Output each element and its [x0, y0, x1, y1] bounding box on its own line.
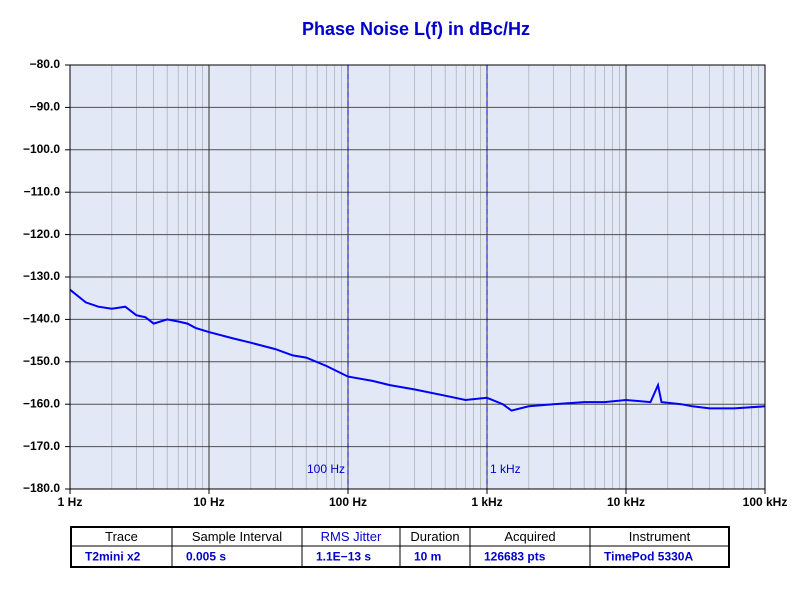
y-tick-label: −100.0 — [23, 142, 60, 156]
y-tick-label: −130.0 — [23, 269, 60, 283]
y-tick-label: −160.0 — [23, 396, 60, 410]
marker-label: 1 kHz — [490, 462, 521, 476]
x-tick-label: 1 kHz — [471, 495, 502, 509]
x-tick-label: 100 Hz — [329, 495, 367, 509]
y-tick-label: −150.0 — [23, 354, 60, 368]
y-tick-label: −110.0 — [24, 184, 61, 198]
chart-title: Phase Noise L(f) in dBc/Hz — [302, 19, 530, 39]
table-cell: TimePod 5330A — [604, 550, 693, 564]
table-cell: T2mini x2 — [85, 550, 141, 564]
y-tick-label: −180.0 — [23, 481, 60, 495]
table-header: Instrument — [629, 529, 691, 544]
y-tick-label: −170.0 — [23, 439, 60, 453]
x-tick-label: 10 kHz — [607, 495, 645, 509]
table-header: Duration — [410, 529, 459, 544]
y-tick-label: −80.0 — [30, 57, 61, 71]
y-tick-label: −90.0 — [30, 100, 61, 114]
table-header: Acquired — [504, 529, 555, 544]
table-cell: 10 m — [414, 550, 441, 564]
table-cell: 1.1E−13 s — [316, 550, 371, 564]
x-tick-label: 100 kHz — [743, 495, 788, 509]
x-tick-label: 10 Hz — [193, 495, 224, 509]
marker-label: 100 Hz — [307, 462, 345, 476]
table-header: Trace — [105, 529, 138, 544]
table-header: RMS Jitter — [321, 529, 382, 544]
trace-line — [69, 288, 766, 412]
y-tick-label: −120.0 — [23, 227, 60, 241]
x-tick-label: 1 Hz — [58, 495, 83, 509]
table-cell: 0.005 s — [186, 550, 226, 564]
plot-border — [69, 64, 766, 490]
y-tick-label: −140.0 — [23, 312, 60, 326]
table-cell: 126683 pts — [484, 550, 546, 564]
table-header: Sample Interval — [192, 529, 282, 544]
